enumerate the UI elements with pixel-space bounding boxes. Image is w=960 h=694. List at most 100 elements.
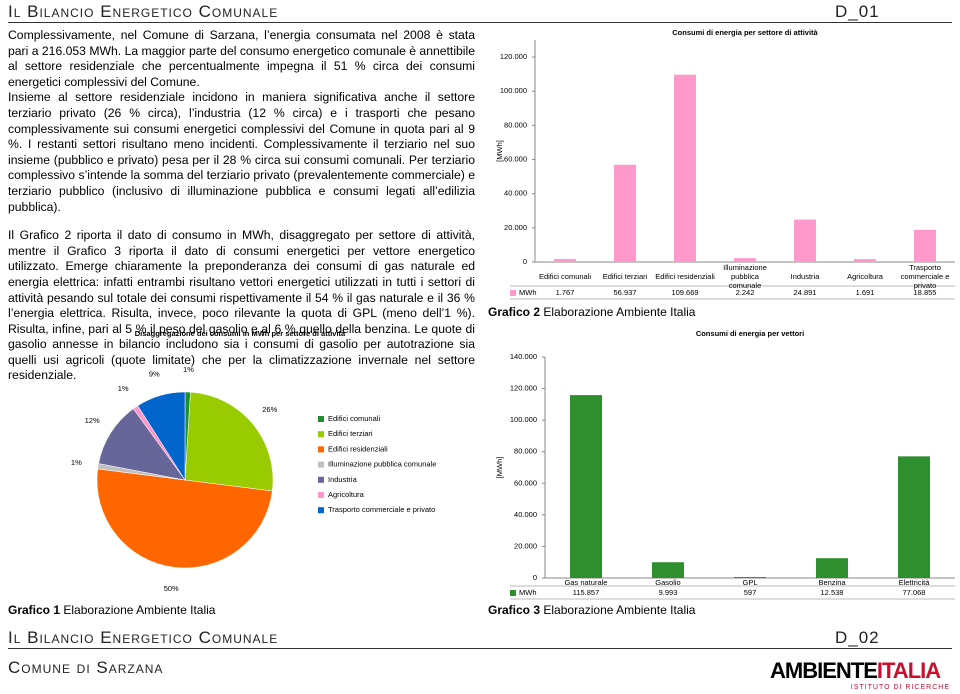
category-label: Benzina: [818, 577, 846, 587]
chart-title: Consumi di energia per settore di attivi…: [672, 28, 818, 37]
data-label: 50%: [164, 584, 179, 593]
category-label: Edifici comunali: [538, 271, 592, 281]
paragraph: Insieme al settore residenziale incidono…: [8, 90, 475, 214]
logo-text: AMBIENTEITALIA: [770, 658, 950, 684]
y-axis-label: [MWh]: [495, 457, 504, 479]
y-tick-label: 100.000: [510, 415, 537, 424]
bar: [816, 558, 848, 578]
data-label: 1%: [71, 458, 82, 467]
header: Il Bilancio Energetico Comunale D_01: [8, 2, 952, 23]
bar: [652, 562, 684, 578]
data-label: 18.855: [914, 288, 937, 297]
data-label: 1%: [118, 384, 129, 393]
bar: [898, 456, 930, 578]
legend-swatch: [318, 492, 324, 498]
legend-label: Illuminazione pubblica comunale: [328, 460, 436, 469]
text-body: Complessivamente, nel Comune di Sarzana,…: [8, 28, 475, 384]
y-tick-label: 120.000: [500, 52, 527, 61]
logo: AMBIENTEITALIA ISTITUTO DI RICERCHE: [770, 658, 950, 691]
footer-title: Il Bilancio Energetico Comunale: [8, 628, 279, 647]
bar: [614, 164, 636, 262]
y-tick-label: 140.000: [510, 352, 537, 361]
municipality: Comune di Sarzana: [8, 658, 164, 677]
logo-part: AMBIENTE: [770, 658, 878, 683]
y-tick-label: 80.000: [514, 447, 537, 456]
legend-label: Edifici terziari: [328, 429, 373, 438]
data-label: 77.068: [903, 588, 926, 597]
footer: Il Bilancio Energetico Comunale D_02: [8, 628, 952, 649]
caption-label: Grafico 3: [488, 603, 541, 617]
legend-label: Trasporto commerciale e privato: [328, 505, 435, 514]
pie-slice: [184, 391, 274, 492]
legend-label: Industria: [328, 475, 358, 484]
data-label: 9.993: [659, 588, 678, 597]
y-tick-label: 40.000: [514, 510, 537, 519]
legend-swatch: [318, 431, 324, 438]
legend-label: Agricoltura: [328, 490, 365, 499]
legend-swatch: [318, 416, 324, 422]
category-label: Trasporto commerciale e privato: [900, 262, 950, 290]
y-tick-label: 20.000: [514, 541, 537, 550]
legend-swatch: [510, 290, 516, 296]
data-label: 1.767: [556, 288, 575, 297]
caption-label: Grafico 2: [488, 305, 541, 319]
category-label: GPL: [742, 577, 758, 587]
footer-code: D_02: [835, 628, 880, 647]
legend-swatch: [318, 507, 324, 514]
data-label: 1.691: [856, 288, 875, 297]
bar: [554, 258, 576, 262]
pie-slice: [98, 408, 186, 481]
y-tick-label: 120.000: [510, 384, 537, 393]
legend-label: MWh: [519, 588, 537, 597]
caption: Grafico 1 Elaborazione Ambiente Italia: [8, 603, 215, 617]
logo-part: ITALIA: [876, 658, 941, 683]
legend-label: MWh: [519, 288, 537, 297]
header-title: Il Bilancio Energetico Comunale: [8, 2, 279, 21]
data-label: 24.891: [794, 288, 817, 297]
category-label: Edifici residenziali: [655, 271, 715, 281]
caption: Grafico 2 Elaborazione Ambiente Italia: [488, 305, 695, 319]
y-tick-label: 20.000: [504, 223, 527, 232]
logo-tagline: ISTITUTO DI RICERCHE: [850, 684, 950, 691]
data-label: 12%: [85, 416, 100, 425]
chart-title: Disaggregazione dei consumi in MWh per s…: [135, 329, 346, 338]
bar: [794, 219, 816, 262]
y-tick-label: 0: [523, 257, 527, 266]
y-tick-label: 60.000: [514, 478, 537, 487]
legend-swatch: [318, 476, 324, 483]
bar: [914, 229, 936, 262]
caption-text: Elaborazione Ambiente Italia: [543, 603, 696, 617]
data-label: 56.937: [614, 288, 637, 297]
category-label: Illuminazione pubblica comunale: [723, 262, 767, 290]
paragraph: Il Grafico 2 riporta il dato di consumo …: [8, 228, 475, 383]
y-axis-label: [MWh]: [495, 140, 504, 162]
header-code: D_01: [835, 2, 880, 21]
data-label: 1%: [183, 365, 194, 374]
category-label: Industria: [790, 271, 820, 281]
category-label: Elettricità: [898, 577, 930, 587]
legend-swatch: [318, 461, 324, 468]
paragraph: Complessivamente, nel Comune di Sarzana,…: [8, 28, 475, 89]
legend-swatch: [510, 590, 516, 596]
data-label: 115.857: [573, 588, 600, 597]
data-label: 12.538: [821, 588, 844, 597]
chart-title: Consumi di energia per vettori: [696, 329, 804, 338]
data-label: 109.669: [671, 288, 698, 297]
bar: [734, 258, 756, 262]
data-label: 9%: [149, 369, 160, 378]
category-label: Gas naturale: [564, 577, 608, 587]
y-tick-label: 60.000: [504, 155, 527, 164]
category-label: Agricoltura: [847, 271, 883, 281]
data-label: 26%: [262, 405, 277, 414]
y-tick-label: 100.000: [500, 86, 527, 95]
legend-swatch: [318, 446, 324, 453]
y-tick-label: 80.000: [504, 120, 527, 129]
y-tick-label: 0: [533, 573, 537, 582]
y-tick-label: 40.000: [504, 189, 527, 198]
bar: [570, 395, 602, 578]
legend-label: Edifici comunali: [328, 414, 380, 423]
